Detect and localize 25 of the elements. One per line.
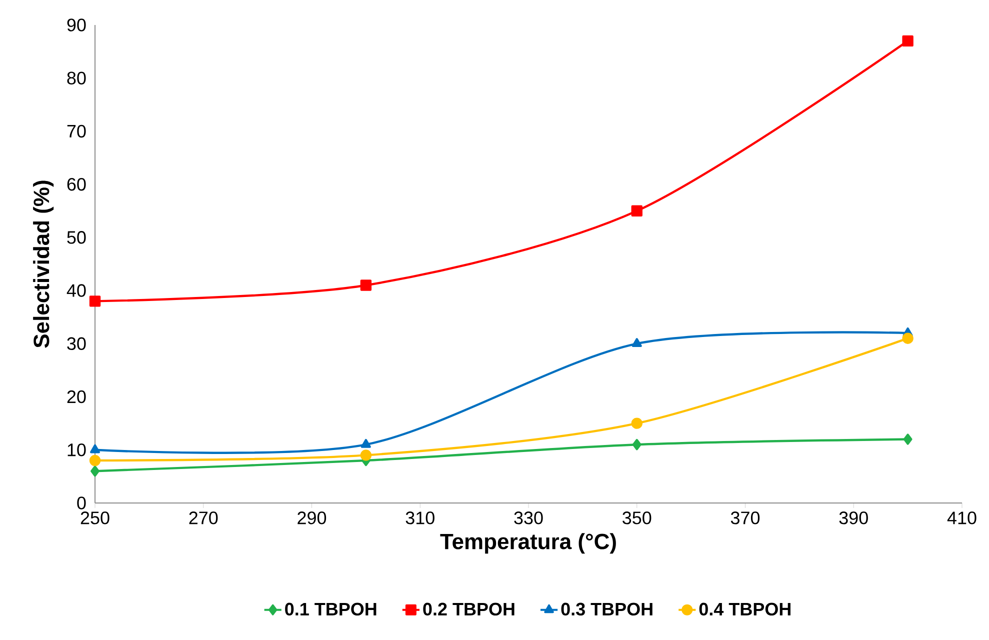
y-tick-label: 0	[77, 496, 86, 510]
y-tick-label: 30	[67, 337, 86, 350]
x-tick-label: 250	[80, 512, 110, 524]
legend-label: 0.2 TBPOH	[423, 602, 514, 616]
x-tick-label: 390	[839, 512, 868, 524]
y-tick-label: 50	[67, 231, 86, 244]
legend-label: 0.3 TBPOH	[561, 602, 652, 616]
x-tick-label: 270	[189, 512, 218, 524]
x-tick-label: 330	[514, 512, 543, 524]
y-axis-title: Selectividad (%)	[33, 180, 54, 348]
x-tick-label: 310	[406, 512, 434, 524]
y-tick-label: 40	[66, 284, 86, 297]
x-tick-label: 370	[730, 512, 760, 524]
y-tick-label: 70	[67, 124, 86, 138]
y-tick-label: 80	[67, 72, 86, 84]
y-tick-label: 10	[68, 443, 86, 456]
legend-label: 0.1 TBPOH	[285, 602, 376, 616]
x-tick-label: 350	[622, 512, 652, 524]
y-tick-label: 90	[67, 18, 86, 32]
legend-label: 0.4 TBPOH	[699, 602, 790, 616]
x-axis-title: Temperatura (°C)	[440, 533, 616, 554]
x-tick-label: 410	[947, 512, 976, 524]
y-tick-label: 60	[67, 178, 86, 191]
x-tick-label: 290	[298, 512, 326, 524]
y-tick-label: 20	[67, 390, 86, 404]
